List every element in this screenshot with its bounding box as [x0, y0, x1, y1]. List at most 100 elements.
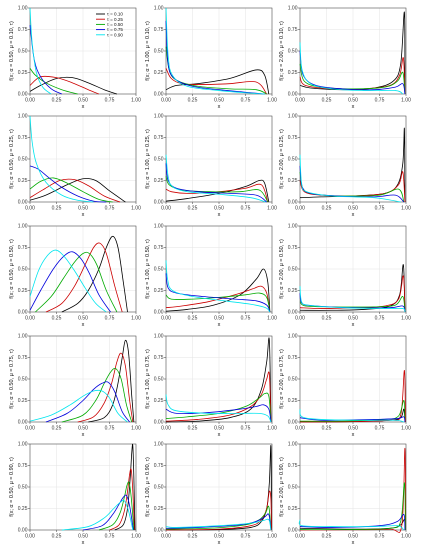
y-tick-label: 1.00 [154, 442, 164, 448]
series-line-5 [29, 389, 128, 423]
y-tick-label: 0.00 [288, 528, 298, 534]
x-tick-label: 1.00 [131, 316, 141, 322]
y-tick-label: 0.25 [18, 288, 28, 294]
legend-label: τ = 0.50 [107, 22, 123, 27]
x-tick-label: 0.25 [188, 316, 198, 322]
x-axis-label: x [82, 432, 85, 438]
x-axis-label: x [82, 322, 85, 328]
series-line-5 [299, 42, 404, 95]
series-line-3 [98, 481, 135, 531]
y-axis-label: f(x; α = 1.00, μ = 0.50, τ) [145, 239, 151, 299]
y-tick-label: 0.00 [18, 420, 28, 426]
series-line-1 [299, 11, 406, 95]
series-line-1 [165, 268, 271, 313]
y-tick-label: 0.75 [154, 135, 164, 141]
y-tick-label: 1.00 [288, 6, 298, 12]
y-tick-label: 0.25 [154, 70, 164, 76]
y-axis-label: f(x; α = 0.50, μ = 0.25, τ) [9, 129, 15, 189]
y-tick-label: 0.50 [288, 485, 298, 491]
series-line-2 [165, 285, 271, 313]
y-tick-label: 0.00 [18, 200, 28, 206]
y-tick-label: 1.00 [154, 224, 164, 230]
y-axis-label: f(x; α = 2.00, μ = 0.25, τ) [279, 129, 285, 189]
y-axis-label: f(x; α = 2.00, μ = 0.90, τ) [279, 457, 285, 517]
y-axis-label: f(x; α = 0.50, μ = 0.50, τ) [9, 239, 15, 299]
series-line-2 [299, 171, 406, 203]
y-tick-label: 1.00 [154, 6, 164, 12]
panel-14: 0.00 0.25 0.50 0.75 1.00 0.00 0.25 0.50 0.75 1.00… [145, 442, 277, 546]
legend: τ = 0.10τ = 0.25τ = 0.50τ = 0.75τ = 0.90 [96, 12, 123, 37]
x-tick-label: 0.25 [52, 206, 62, 212]
y-tick-label: 1.00 [18, 6, 28, 12]
x-tick-label: 0.00 [161, 426, 171, 432]
x-tick-label: 0.50 [78, 98, 88, 104]
series-line-3 [35, 251, 118, 313]
x-tick-label: 0.00 [295, 98, 305, 104]
series-line-4 [82, 494, 134, 531]
y-tick-label: 0.50 [154, 267, 164, 273]
series-line-3 [29, 67, 78, 95]
series-line-2 [77, 352, 134, 423]
y-tick-label: 0.00 [18, 310, 28, 316]
y-tick-label: 0.25 [154, 506, 164, 512]
x-tick-label: 1.00 [267, 98, 277, 104]
series-line-5 [299, 154, 401, 203]
x-axis-label: x [352, 104, 355, 110]
y-axis-label: f(x; α = 0.50, μ = 0.75, τ) [9, 349, 15, 409]
series-line-5 [165, 154, 266, 203]
series-line-5 [165, 7, 265, 95]
y-axis-label: f(x; α = 1.00, μ = 0.25, τ) [145, 129, 151, 189]
x-tick-label: 1.00 [267, 316, 277, 322]
series-line-1 [165, 179, 270, 203]
y-tick-label: 1.00 [18, 334, 28, 340]
x-tick-label: 0.00 [25, 206, 35, 212]
x-tick-label: 0.50 [214, 206, 224, 212]
y-tick-label: 1.00 [154, 334, 164, 340]
x-axis-label: x [352, 540, 355, 546]
x-tick-label: 0.75 [241, 534, 251, 540]
y-tick-label: 0.75 [154, 245, 164, 251]
x-tick-label: 0.00 [161, 206, 171, 212]
y-tick-label: 0.25 [288, 178, 298, 184]
panel-4: 0.00 0.25 0.50 0.75 1.00 0.00 0.25 0.50 0.75 1.00… [9, 114, 141, 218]
x-tick-label: 0.25 [322, 316, 332, 322]
y-tick-label: 0.25 [18, 506, 28, 512]
y-tick-label: 0.00 [18, 92, 28, 98]
y-axis-label: f(x; α = 1.00, μ = 0.10, τ) [145, 21, 151, 81]
series-line-3 [299, 296, 406, 313]
series-line-2 [45, 242, 123, 313]
series-line-5 [165, 260, 271, 313]
y-tick-label: 0.50 [288, 267, 298, 273]
x-axis-label: x [352, 322, 355, 328]
series-line-2 [29, 178, 121, 203]
y-tick-label: 0.00 [288, 92, 298, 98]
series-line-1 [299, 127, 406, 203]
y-tick-label: 0.00 [154, 310, 164, 316]
y-tick-label: 0.50 [18, 49, 28, 55]
series-line-2 [165, 490, 272, 531]
panel-7: 0.00 0.25 0.50 0.75 1.00 0.00 0.25 0.50 0.75 1.00… [9, 224, 141, 328]
x-tick-label: 0.75 [105, 426, 115, 432]
series-line-1 [114, 443, 136, 531]
series-line-1 [29, 76, 118, 95]
series-line-1 [165, 69, 270, 95]
x-tick-label: 0.25 [188, 206, 198, 212]
y-tick-label: 0.75 [288, 135, 298, 141]
panel-6: 0.00 0.25 0.50 0.75 1.00 0.00 0.25 0.50 0.75 1.00… [279, 114, 411, 218]
y-tick-label: 0.50 [154, 157, 164, 163]
legend-label: τ = 0.75 [107, 27, 123, 32]
y-tick-label: 0.00 [18, 528, 28, 534]
x-tick-label: 0.00 [25, 534, 35, 540]
y-tick-label: 0.50 [154, 49, 164, 55]
series-line-1 [165, 445, 272, 531]
series-line-4 [29, 251, 111, 313]
x-tick-label: 0.75 [241, 316, 251, 322]
x-tick-label: 0.25 [52, 98, 62, 104]
y-tick-label: 0.25 [154, 288, 164, 294]
x-tick-label: 1.00 [401, 98, 411, 104]
x-tick-label: 0.25 [188, 426, 198, 432]
y-tick-label: 0.50 [288, 157, 298, 163]
x-tick-label: 0.75 [105, 316, 115, 322]
x-tick-label: 0.75 [241, 98, 251, 104]
